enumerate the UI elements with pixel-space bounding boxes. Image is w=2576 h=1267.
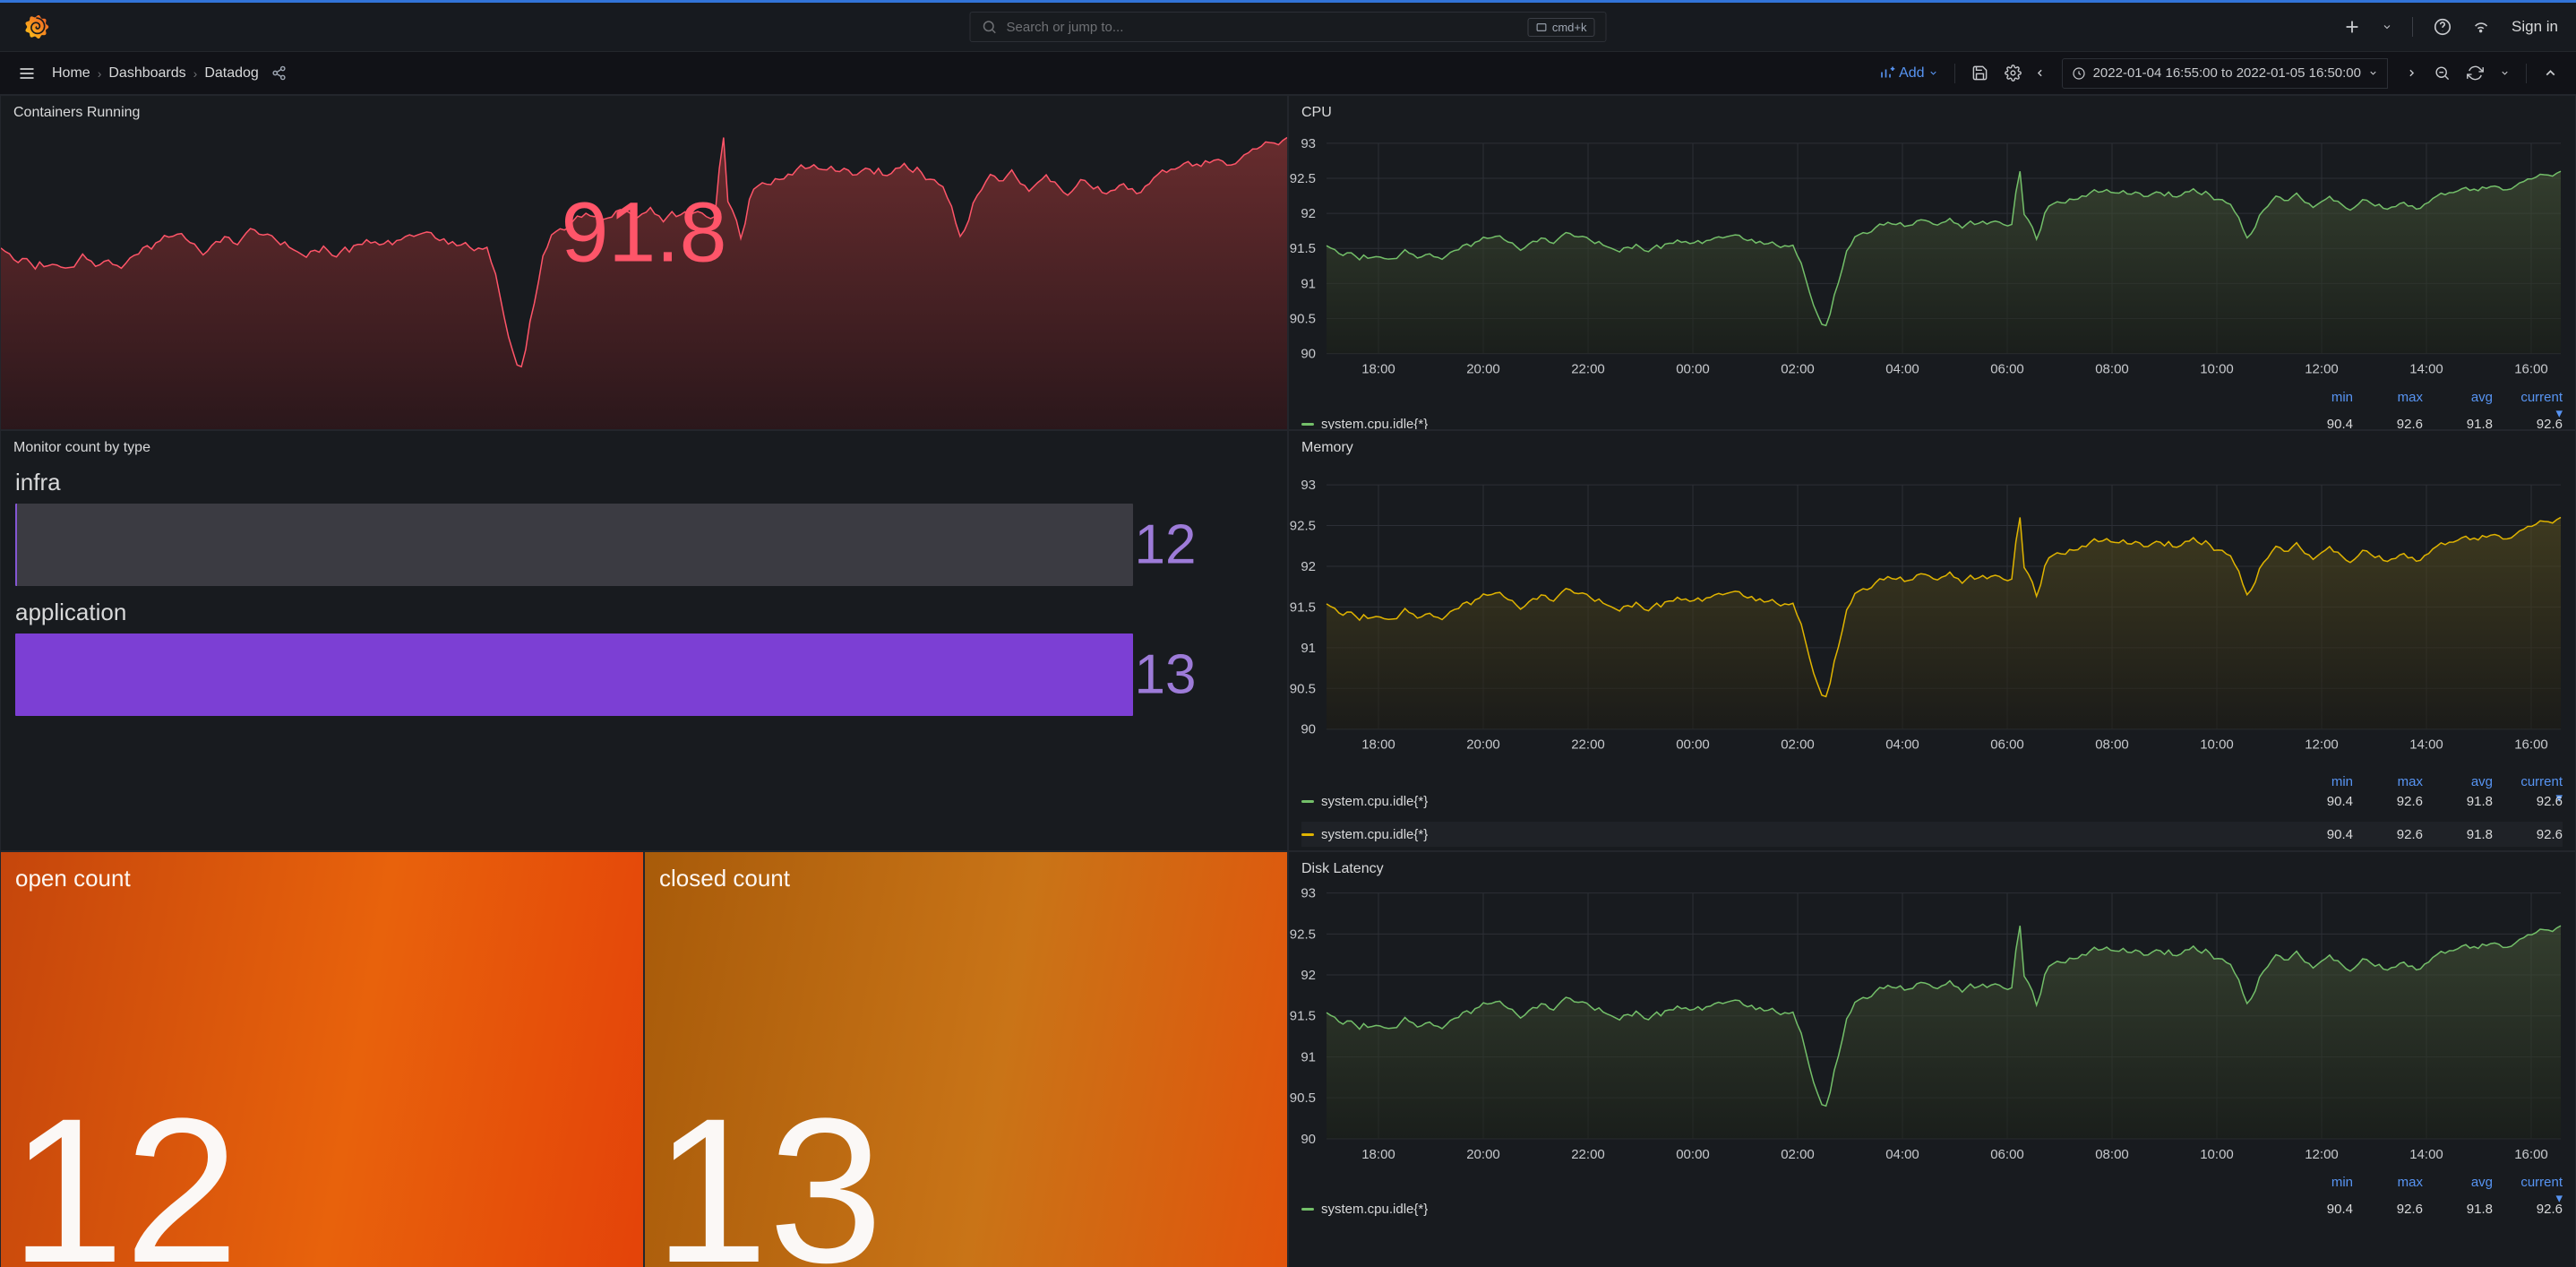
svg-text:91.5: 91.5 [1290,241,1316,256]
svg-text:06:00: 06:00 [1990,737,2024,753]
svg-text:06:00: 06:00 [1990,362,2024,377]
svg-text:04:00: 04:00 [1885,1147,1919,1162]
svg-text:90.5: 90.5 [1290,311,1316,326]
svg-text:20:00: 20:00 [1466,362,1500,377]
svg-text:08:00: 08:00 [2095,737,2129,753]
svg-text:91: 91 [1301,276,1316,291]
svg-text:90.5: 90.5 [1290,681,1316,696]
svg-text:92.5: 92.5 [1290,171,1316,186]
svg-text:16:00: 16:00 [2514,362,2548,377]
svg-text:22:00: 22:00 [1571,362,1605,377]
svg-text:91: 91 [1301,1049,1316,1064]
svg-text:92: 92 [1301,968,1316,983]
svg-text:20:00: 20:00 [1466,737,1500,753]
svg-text:18:00: 18:00 [1361,1147,1395,1162]
svg-text:22:00: 22:00 [1571,1147,1605,1162]
svg-text:12:00: 12:00 [2305,737,2339,753]
svg-text:10:00: 10:00 [2200,737,2234,753]
svg-text:90: 90 [1301,1132,1316,1147]
svg-text:92: 92 [1301,206,1316,221]
svg-text:00:00: 00:00 [1676,362,1710,377]
svg-text:08:00: 08:00 [2095,1147,2129,1162]
svg-text:91.5: 91.5 [1290,599,1316,615]
svg-text:20:00: 20:00 [1466,1147,1500,1162]
svg-text:06:00: 06:00 [1990,1147,2024,1162]
svg-text:08:00: 08:00 [2095,362,2129,377]
svg-text:93: 93 [1301,478,1316,493]
svg-text:90: 90 [1301,347,1316,362]
svg-text:91.5: 91.5 [1290,1009,1316,1024]
svg-text:92.5: 92.5 [1290,519,1316,534]
svg-text:12:00: 12:00 [2305,362,2339,377]
svg-text:04:00: 04:00 [1885,737,1919,753]
svg-text:10:00: 10:00 [2200,362,2234,377]
svg-text:90: 90 [1301,722,1316,737]
svg-text:00:00: 00:00 [1676,737,1710,753]
svg-text:91: 91 [1301,641,1316,656]
svg-text:04:00: 04:00 [1885,362,1919,377]
svg-text:93: 93 [1301,886,1316,901]
svg-text:18:00: 18:00 [1361,737,1395,753]
svg-text:90.5: 90.5 [1290,1090,1316,1106]
svg-text:14:00: 14:00 [2409,737,2443,753]
svg-text:92: 92 [1301,559,1316,574]
svg-text:02:00: 02:00 [1781,1147,1815,1162]
svg-text:14:00: 14:00 [2409,362,2443,377]
svg-text:18:00: 18:00 [1361,362,1395,377]
svg-text:10:00: 10:00 [2200,1147,2234,1162]
svg-text:14:00: 14:00 [2409,1147,2443,1162]
svg-text:00:00: 00:00 [1676,1147,1710,1162]
svg-text:02:00: 02:00 [1781,737,1815,753]
svg-text:16:00: 16:00 [2514,737,2548,753]
svg-text:92.5: 92.5 [1290,927,1316,942]
svg-text:12:00: 12:00 [2305,1147,2339,1162]
svg-text:02:00: 02:00 [1781,362,1815,377]
svg-text:16:00: 16:00 [2514,1147,2548,1162]
svg-text:93: 93 [1301,136,1316,151]
svg-text:22:00: 22:00 [1571,737,1605,753]
